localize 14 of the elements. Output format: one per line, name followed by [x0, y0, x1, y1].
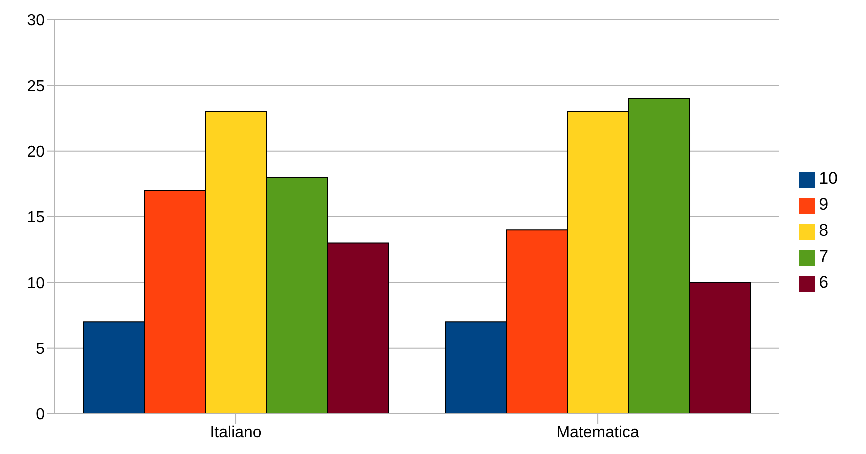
legend-label: 7: [819, 247, 829, 266]
y-tick-label: 15: [27, 210, 46, 227]
legend-label: 9: [819, 195, 829, 214]
y-tick-label: 5: [36, 341, 46, 358]
legend-label: 6: [819, 273, 829, 292]
y-tick-label: 20: [27, 144, 46, 162]
x-tick-label: Matematica: [556, 424, 640, 442]
legend-label: 8: [819, 221, 829, 240]
x-tick-label: Italiano: [210, 424, 262, 442]
y-tick-label: 25: [27, 78, 46, 96]
legend-label: 10: [819, 169, 838, 188]
y-tick-label: 10: [27, 275, 46, 292]
y-tick-label: 30: [27, 12, 46, 30]
y-tick-label: 0: [36, 406, 46, 424]
